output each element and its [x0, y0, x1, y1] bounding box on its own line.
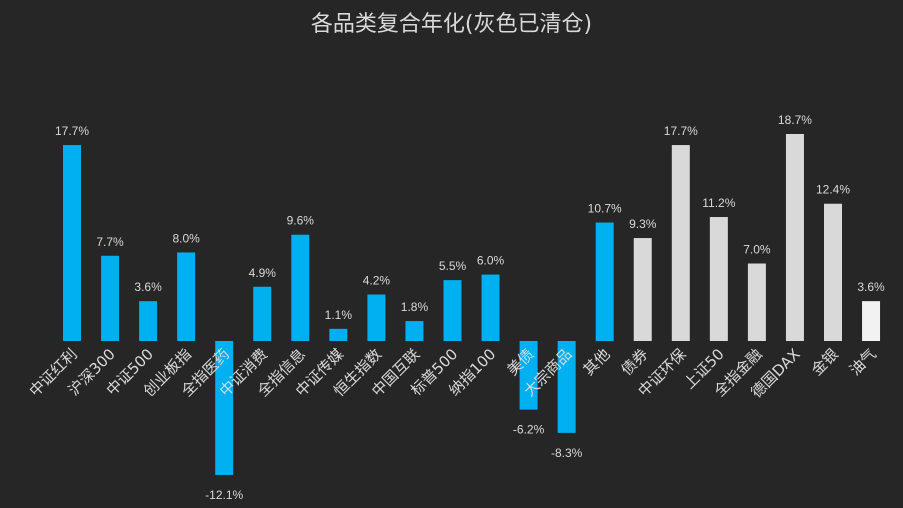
- bar: [253, 286, 272, 341]
- bar: [557, 341, 576, 433]
- data-label: 11.2%: [702, 196, 735, 210]
- category-label: 其他: [580, 345, 614, 379]
- data-label: 8.0%: [172, 231, 200, 245]
- data-label: 17.7%: [664, 124, 698, 138]
- bar: [101, 255, 120, 341]
- data-label: 17.7%: [55, 124, 89, 138]
- bar: [633, 238, 652, 341]
- data-label: 4.2%: [363, 274, 391, 288]
- bar: [63, 145, 81, 341]
- bar: [405, 321, 424, 341]
- bar: [709, 217, 728, 341]
- data-label: 12.4%: [816, 183, 850, 197]
- bar: [785, 133, 804, 341]
- data-label: 3.6%: [857, 280, 885, 294]
- bar: [367, 294, 386, 341]
- bar: [824, 203, 842, 341]
- data-label: -8.3%: [551, 446, 583, 460]
- bar: [177, 252, 196, 341]
- bar: [443, 280, 462, 341]
- data-label: 3.6%: [134, 280, 162, 294]
- bar: [329, 328, 348, 341]
- bar: [862, 301, 881, 341]
- data-label: -6.2%: [513, 423, 545, 437]
- chart-title: 各品类复合年化(灰色已清仓): [310, 12, 593, 37]
- data-label: 4.9%: [249, 266, 277, 280]
- data-label: 6.0%: [477, 254, 505, 268]
- category-label: 金银: [808, 345, 842, 379]
- data-label: 18.7%: [778, 113, 812, 127]
- data-label: -12.1%: [205, 488, 243, 502]
- data-label: 5.5%: [439, 259, 467, 273]
- bar: [481, 274, 500, 341]
- data-label: 7.7%: [96, 235, 124, 249]
- category-label: 油气: [846, 345, 880, 379]
- data-label: 10.7%: [588, 202, 622, 216]
- data-label: 9.6%: [287, 214, 315, 228]
- bar: [595, 222, 614, 341]
- bar: [519, 341, 538, 410]
- data-label: 9.3%: [629, 217, 657, 231]
- bar: [671, 145, 690, 341]
- data-label: 1.8%: [401, 300, 429, 314]
- bar: [291, 234, 310, 341]
- data-label: 1.1%: [325, 308, 353, 322]
- bar: [139, 301, 158, 341]
- category-label: 债券: [618, 345, 652, 379]
- data-label: 7.0%: [743, 243, 771, 257]
- bar: [747, 263, 766, 341]
- bar: [215, 341, 234, 475]
